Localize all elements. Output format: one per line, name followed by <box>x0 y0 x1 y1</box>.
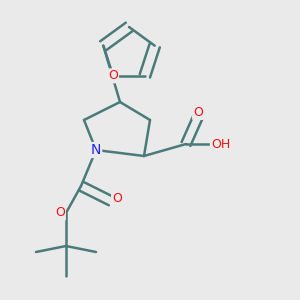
Text: O: O <box>112 191 122 205</box>
Text: O: O <box>108 69 118 82</box>
Text: N: N <box>91 143 101 157</box>
Text: O: O <box>193 106 203 119</box>
Text: O: O <box>55 206 65 220</box>
Text: OH: OH <box>211 137 230 151</box>
